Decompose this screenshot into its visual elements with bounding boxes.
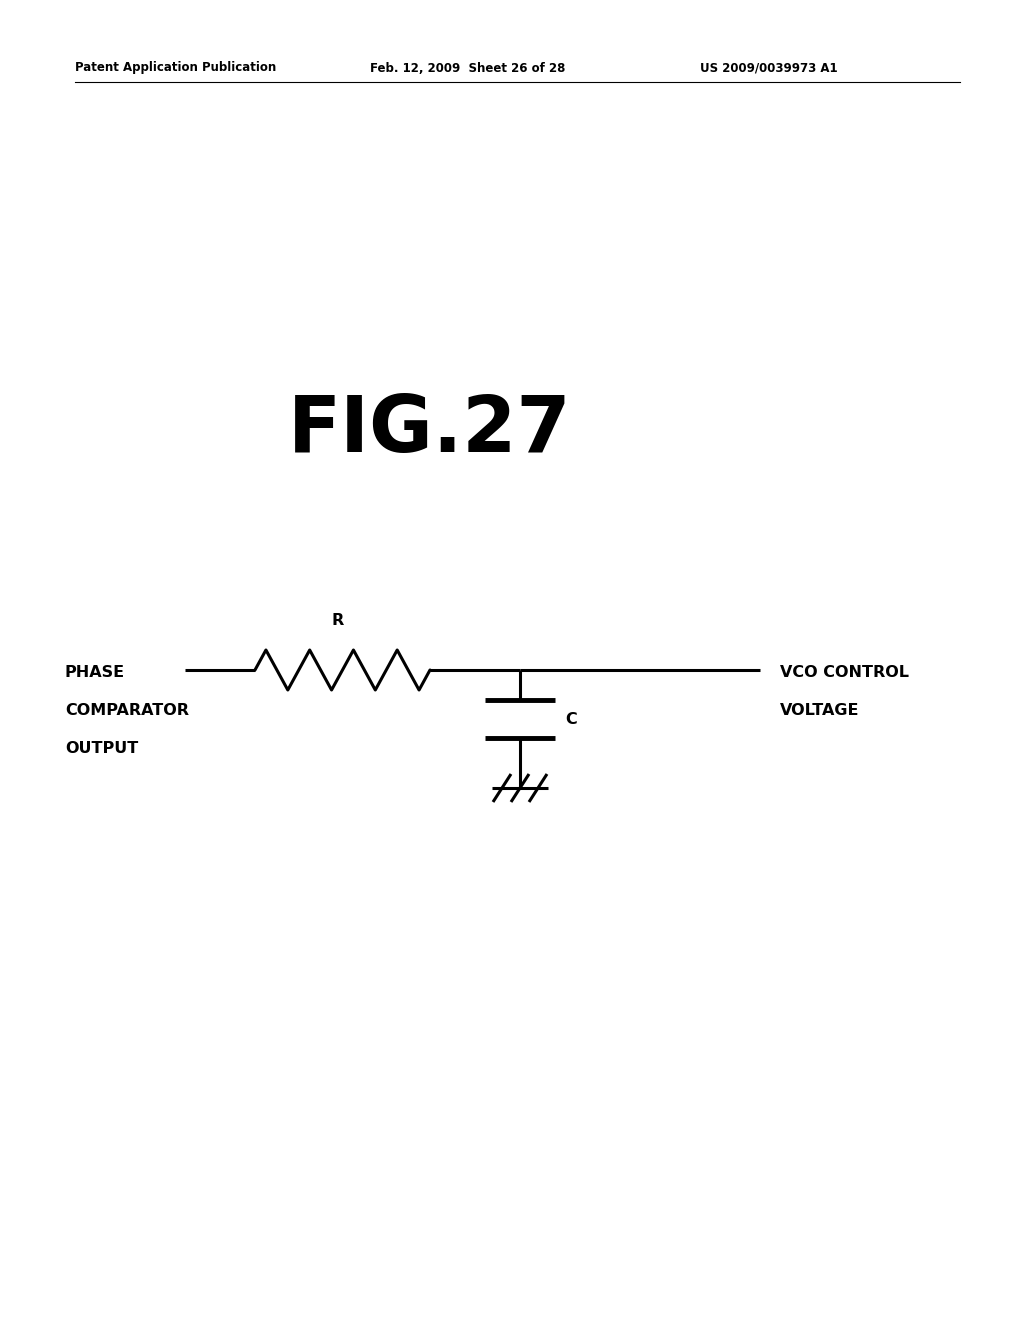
Text: COMPARATOR: COMPARATOR [65, 704, 189, 718]
Text: R: R [332, 612, 344, 628]
Text: Feb. 12, 2009  Sheet 26 of 28: Feb. 12, 2009 Sheet 26 of 28 [370, 62, 565, 74]
Text: US 2009/0039973 A1: US 2009/0039973 A1 [700, 62, 838, 74]
Text: Patent Application Publication: Patent Application Publication [75, 62, 276, 74]
Text: VOLTAGE: VOLTAGE [780, 704, 859, 718]
Text: FIG.27: FIG.27 [288, 392, 571, 469]
Text: PHASE: PHASE [65, 665, 125, 680]
Text: VCO CONTROL: VCO CONTROL [780, 665, 909, 680]
Text: C: C [565, 711, 577, 726]
Text: OUTPUT: OUTPUT [65, 741, 138, 756]
